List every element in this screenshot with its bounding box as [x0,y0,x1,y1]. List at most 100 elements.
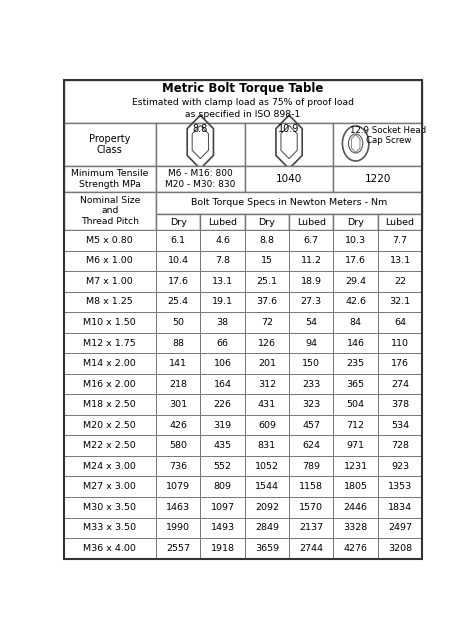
Bar [156,435,201,456]
Bar [289,333,333,353]
Text: M22 x 2.50: M22 x 2.50 [83,441,136,450]
Bar [64,497,156,518]
Text: 2137: 2137 [299,523,323,532]
Text: 7.7: 7.7 [392,236,408,245]
Bar [201,538,245,559]
Text: 712: 712 [346,421,365,430]
Text: 88: 88 [172,339,184,348]
Bar [245,230,289,251]
Bar [333,374,378,394]
Bar [64,518,156,538]
Bar [64,374,156,394]
Text: 66: 66 [217,339,228,348]
Bar [333,166,422,191]
Bar [64,166,156,191]
Text: 32.1: 32.1 [390,298,410,307]
Text: 809: 809 [213,482,231,491]
Text: 10.4: 10.4 [168,257,189,265]
Bar [64,353,156,374]
Bar [289,456,333,477]
Text: Dry: Dry [170,217,187,227]
Text: 1463: 1463 [166,503,190,512]
Text: 50: 50 [172,318,184,327]
Text: 72: 72 [261,318,273,327]
Text: 1353: 1353 [388,482,412,491]
Text: Dry: Dry [347,217,364,227]
Text: 435: 435 [213,441,232,450]
Text: 42.6: 42.6 [345,298,366,307]
Bar [156,353,201,374]
Text: 10.9: 10.9 [278,124,300,134]
Text: 3208: 3208 [388,544,412,553]
Text: 27.3: 27.3 [301,298,322,307]
Text: 164: 164 [213,380,231,389]
Bar [156,333,201,353]
Text: M6 - M16: 800
M20 - M30: 830: M6 - M16: 800 M20 - M30: 830 [165,169,236,189]
Bar [378,214,422,230]
Bar [156,312,201,333]
Bar [156,518,201,538]
Text: 4.6: 4.6 [215,236,230,245]
Text: Estimated with clamp load as 75% of proof load: Estimated with clamp load as 75% of proo… [132,98,354,107]
Text: 971: 971 [346,441,365,450]
Text: M6 x 1.00: M6 x 1.00 [86,257,133,265]
Bar [64,251,156,271]
Text: 15: 15 [261,257,273,265]
Bar [378,456,422,477]
Text: 38: 38 [217,318,228,327]
Text: Lubed: Lubed [297,217,326,227]
Bar [378,353,422,374]
Bar [245,353,289,374]
Text: M12 x 1.75: M12 x 1.75 [83,339,136,348]
Text: 94: 94 [305,339,317,348]
Text: 8.8: 8.8 [259,236,274,245]
Text: 150: 150 [302,359,320,368]
Bar [245,538,289,559]
Bar [245,166,333,191]
Text: 37.6: 37.6 [256,298,277,307]
Bar [201,271,245,292]
Bar [245,394,289,415]
Bar [156,191,422,214]
Bar [378,415,422,435]
Text: 2497: 2497 [388,523,412,532]
Bar [156,251,201,271]
Text: 13.1: 13.1 [390,257,410,265]
Bar [333,292,378,312]
Text: 1079: 1079 [166,482,190,491]
Text: 106: 106 [213,359,231,368]
Text: 110: 110 [391,339,409,348]
Text: M33 x 3.50: M33 x 3.50 [83,523,137,532]
Text: 1097: 1097 [210,503,235,512]
Bar [333,497,378,518]
Bar [245,435,289,456]
Text: 365: 365 [346,380,365,389]
Bar [378,394,422,415]
Text: 6.7: 6.7 [304,236,319,245]
Bar [289,518,333,538]
Text: 233: 233 [302,380,320,389]
Text: 1834: 1834 [388,503,412,512]
Bar [201,353,245,374]
Bar [201,456,245,477]
Bar [378,230,422,251]
Bar [289,251,333,271]
Bar [156,214,201,230]
Text: 2557: 2557 [166,544,190,553]
Text: 923: 923 [391,462,409,471]
Bar [156,415,201,435]
Text: 2744: 2744 [299,544,323,553]
Text: 11.2: 11.2 [301,257,322,265]
Bar [201,333,245,353]
Bar [64,292,156,312]
Text: 3328: 3328 [344,523,368,532]
Bar [64,477,156,497]
Bar [156,271,201,292]
Text: 534: 534 [391,421,409,430]
Text: 17.6: 17.6 [345,257,366,265]
Bar [64,538,156,559]
Text: 146: 146 [346,339,365,348]
Text: M14 x 2.00: M14 x 2.00 [83,359,136,368]
Text: M20 x 2.50: M20 x 2.50 [83,421,136,430]
Bar [245,123,333,166]
